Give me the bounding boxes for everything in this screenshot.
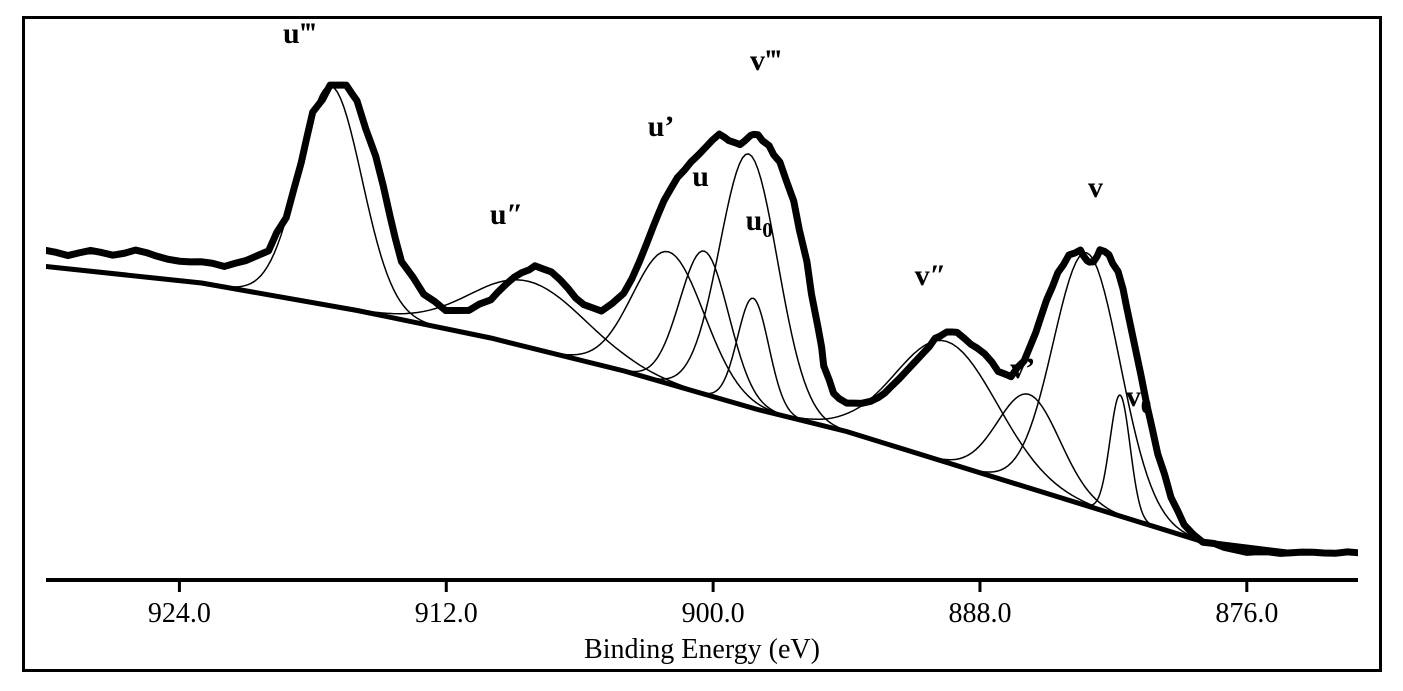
component-u3 bbox=[231, 86, 430, 324]
peak-label-u2: u″ bbox=[490, 198, 523, 232]
peak-label-v0: v0 bbox=[1126, 380, 1152, 419]
peak-label-v2: v″ bbox=[915, 259, 947, 293]
x-tick-label: 924.0 bbox=[148, 598, 211, 630]
x-axis-label: Binding Energy (eV) bbox=[584, 634, 820, 666]
spectrum-envelope bbox=[46, 85, 1357, 553]
peak-label-u0: u0 bbox=[746, 204, 773, 243]
component-v1 bbox=[929, 394, 1128, 518]
peak-label-v1: v’ bbox=[1010, 352, 1035, 386]
peak-label-u3: u‴ bbox=[283, 17, 316, 51]
x-tick-label: 912.0 bbox=[415, 598, 478, 630]
component-v bbox=[980, 253, 1193, 537]
plot-area: 924.0912.0900.0888.0876.0Binding Energy … bbox=[46, 30, 1358, 600]
peak-label-v: v bbox=[1088, 171, 1103, 205]
peak-label-u: u bbox=[692, 160, 709, 194]
x-tick-label: 876.0 bbox=[1215, 598, 1278, 630]
component-u bbox=[626, 251, 783, 415]
peak-label-u1: u’ bbox=[648, 110, 675, 144]
x-tick-label: 888.0 bbox=[948, 598, 1011, 630]
peak-label-v3: v‴ bbox=[750, 44, 782, 78]
spectrum-svg bbox=[46, 30, 1358, 600]
x-tick-label: 900.0 bbox=[682, 598, 745, 630]
